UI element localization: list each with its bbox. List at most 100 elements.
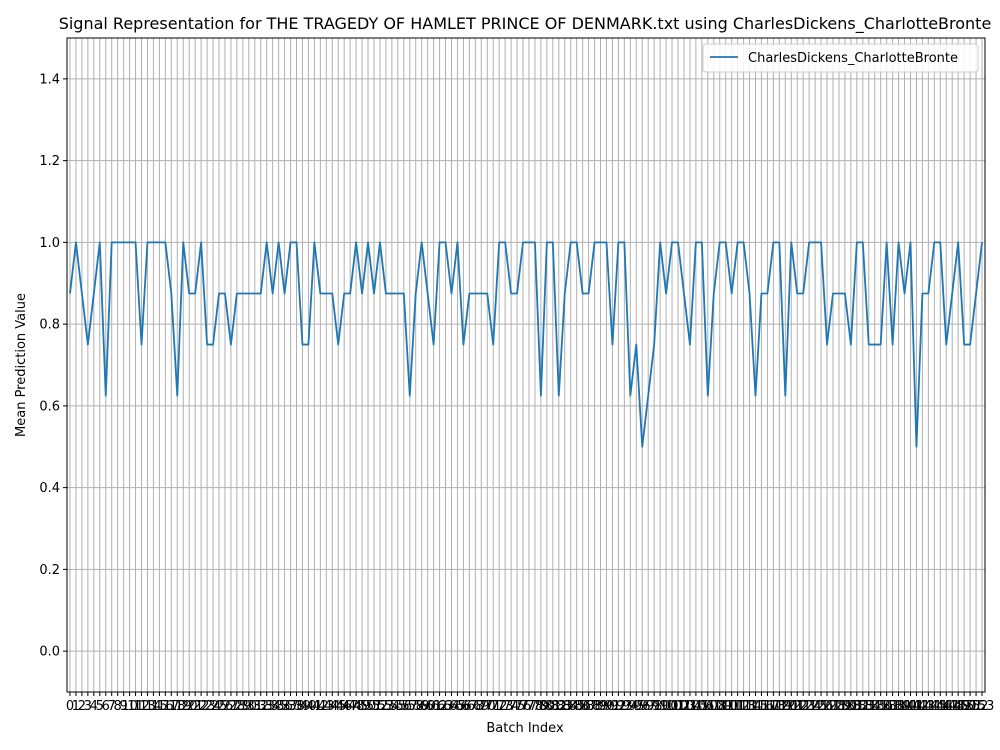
- x-tick-label: 99: [652, 699, 669, 714]
- x-tick-label: 124: [797, 699, 822, 714]
- x-tick-label: 70: [479, 699, 496, 714]
- x-tick-label: 23: [199, 699, 216, 714]
- x-tick-label: 137: [874, 699, 899, 714]
- plot-frame: [66, 37, 986, 693]
- x-tick-label: 20: [181, 699, 198, 714]
- x-tick-label: 109: [707, 699, 732, 714]
- x-tick-label: 147: [934, 699, 959, 714]
- x-tick-label: 43: [318, 699, 335, 714]
- x-tick-label: 75: [509, 699, 526, 714]
- x-tick-label: 128: [821, 699, 846, 714]
- series-line: [69, 241, 983, 448]
- x-tick-label: 104: [678, 699, 703, 714]
- x-tick-label: 142: [904, 699, 929, 714]
- x-tick-label: 125: [803, 699, 828, 714]
- x-tick-label: 93: [616, 699, 633, 714]
- x-tick-label: 63: [437, 699, 454, 714]
- x-tick-label: 73: [497, 699, 514, 714]
- x-tick-label: 119: [767, 699, 792, 714]
- x-tick-label: 76: [515, 699, 532, 714]
- x-tick-label: 46: [336, 699, 353, 714]
- x-tick-label: 67: [461, 699, 478, 714]
- x-tick-label: 58: [407, 699, 424, 714]
- x-tick-label: 15: [151, 699, 168, 714]
- x-tick-label: 114: [737, 699, 762, 714]
- x-tick-label: 18: [169, 699, 186, 714]
- x-tick-label: 21: [187, 699, 204, 714]
- x-tick-label: 87: [580, 699, 597, 714]
- x-tick-label: 131: [838, 699, 863, 714]
- y-tick-label: 0.0: [39, 645, 60, 660]
- x-tick-label: 51: [366, 699, 383, 714]
- x-tick-label: 101: [660, 699, 685, 714]
- x-tick-label: 29: [235, 699, 252, 714]
- x-tick-label: 33: [258, 699, 275, 714]
- x-tick-label: 1: [72, 699, 80, 714]
- x-tick-label: 57: [401, 699, 418, 714]
- x-tick-label: 126: [809, 699, 834, 714]
- x-tick-label: 17: [163, 699, 180, 714]
- x-tick-label: 2: [78, 699, 86, 714]
- x-tick-label: 148: [940, 699, 965, 714]
- x-tick-label: 7: [108, 699, 116, 714]
- x-tick-label: 3: [84, 699, 92, 714]
- y-axis-ticks: 0.0 0.2 0.4 0.6 0.8 1.0 1.2 1.4: [39, 72, 67, 660]
- x-tick-label: 138: [880, 699, 905, 714]
- x-tick-label: 27: [223, 699, 240, 714]
- x-tick-label: 6: [102, 699, 110, 714]
- x-tick-label: 88: [586, 699, 603, 714]
- x-tick-label: 108: [701, 699, 726, 714]
- x-tick-label: 56: [396, 699, 413, 714]
- x-tick-label: 149: [946, 699, 971, 714]
- x-tick-label: 66: [455, 699, 472, 714]
- x-axis-ticks: 0123456789101112131415161718192021222324…: [66, 692, 994, 714]
- x-tick-label: 145: [922, 699, 947, 714]
- chart-title: Signal Representation for THE TRAGEDY OF…: [59, 14, 992, 34]
- x-tick-label: 83: [556, 699, 573, 714]
- x-tick-label: 4: [90, 699, 98, 714]
- legend: CharlesDickens_CharlotteBronte: [702, 43, 979, 73]
- y-tick-label: 1.4: [39, 72, 60, 87]
- x-tick-label: 85: [568, 699, 585, 714]
- x-tick-label: 130: [833, 699, 858, 714]
- x-tick-label: 134: [856, 699, 881, 714]
- x-tick-label: 118: [761, 699, 786, 714]
- plot-area: [67, 38, 985, 692]
- x-tick-label: 89: [592, 699, 609, 714]
- x-tick-label: 39: [294, 699, 311, 714]
- x-tick-label: 133: [850, 699, 875, 714]
- x-tick-label: 94: [622, 699, 639, 714]
- x-tick-label: 41: [306, 699, 323, 714]
- x-tick-label: 121: [779, 699, 804, 714]
- x-tick-label: 62: [431, 699, 448, 714]
- x-tick-label: 44: [324, 699, 341, 714]
- x-tick-label: 0: [66, 699, 74, 714]
- x-tick-label: 52: [372, 699, 389, 714]
- x-tick-label: 96: [634, 699, 651, 714]
- y-tick-label: 1.0: [39, 236, 60, 251]
- x-tick-label: 152: [964, 699, 989, 714]
- x-tick-label: 97: [640, 699, 657, 714]
- x-tick-label: 86: [574, 699, 591, 714]
- y-tick-label: 0.6: [39, 399, 60, 414]
- grid: [67, 38, 985, 692]
- x-tick-label: 71: [485, 699, 502, 714]
- x-tick-label: 9: [119, 699, 127, 714]
- x-tick-label: 68: [467, 699, 484, 714]
- x-tick-label: 143: [910, 699, 935, 714]
- x-tick-label: 64: [443, 699, 460, 714]
- x-tick-label: 31: [246, 699, 263, 714]
- x-tick-label: 72: [491, 699, 508, 714]
- x-tick-label: 61: [425, 699, 442, 714]
- x-tick-label: 82: [551, 699, 568, 714]
- x-tick-label: 113: [731, 699, 756, 714]
- x-tick-label: 60: [419, 699, 436, 714]
- series-layer: [69, 241, 983, 448]
- y-tick-label: 0.4: [39, 481, 60, 496]
- x-tick-label: 69: [473, 699, 490, 714]
- x-tick-label: 30: [241, 699, 258, 714]
- x-tick-label: 150: [952, 699, 977, 714]
- x-tick-label: 50: [360, 699, 377, 714]
- x-tick-label: 81: [545, 699, 562, 714]
